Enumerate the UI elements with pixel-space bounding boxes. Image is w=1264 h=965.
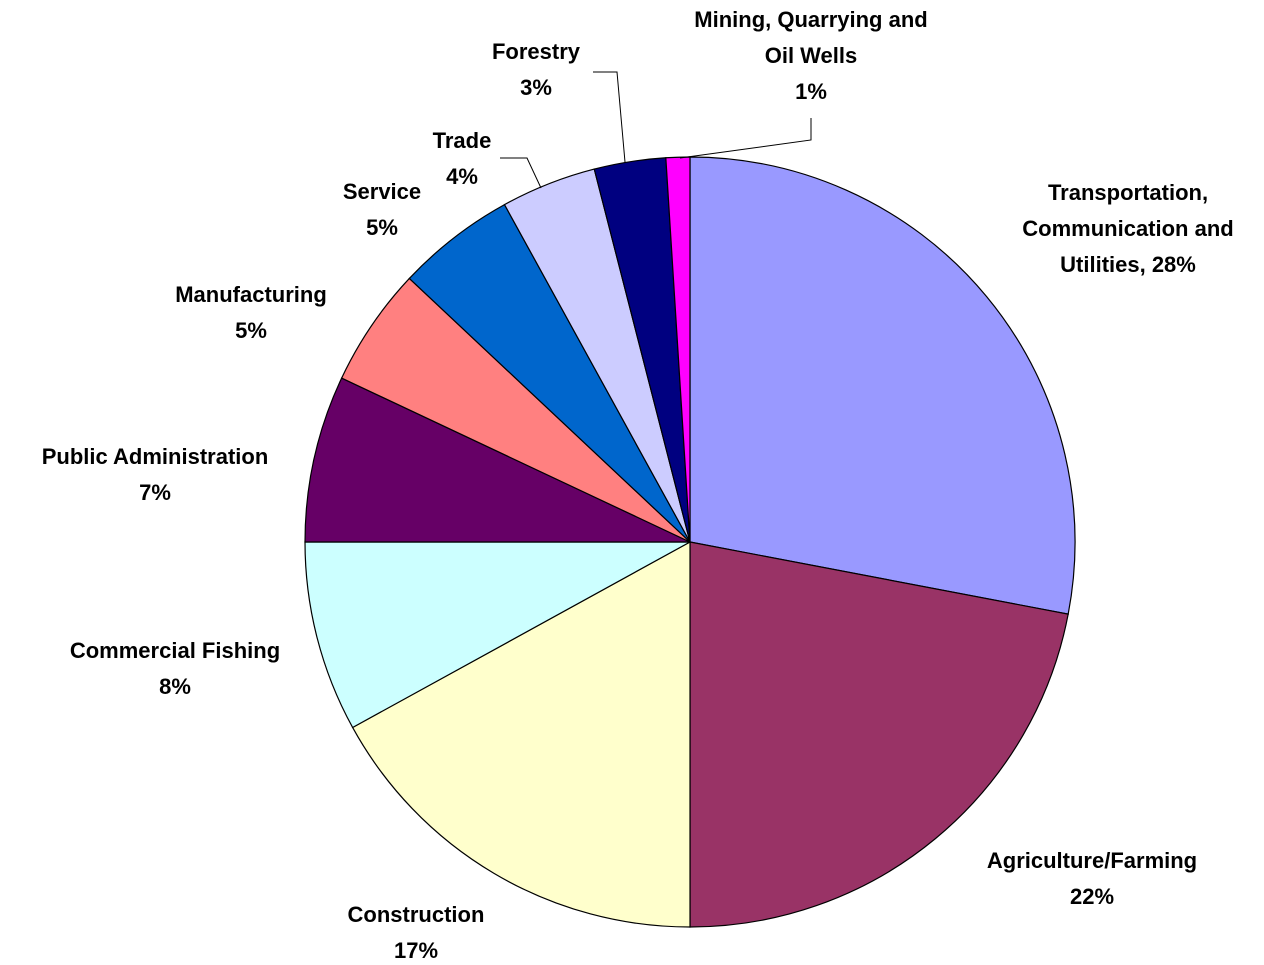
data-label: Transportation, Communication and Utilitie…: [1022, 180, 1233, 277]
pie-slice: [689, 541, 1069, 928]
pie-slice: [351, 540, 691, 928]
leader-line: [593, 71, 626, 163]
pie-slice: [304, 377, 691, 543]
data-label: Mining, Quarrying and Oil Wells 1%: [694, 7, 927, 104]
data-label: Commercial Fishing 8%: [70, 638, 280, 699]
data-label: Forestry 3%: [492, 39, 581, 100]
leader-line: [500, 157, 542, 189]
data-label: Manufacturing 5%: [175, 282, 327, 343]
data-label: Public Administration 7%: [42, 444, 269, 505]
data-label: Trade 4%: [433, 128, 492, 189]
data-label: Agriculture/Farming 22%: [987, 848, 1197, 909]
pie-slice: [689, 156, 1076, 615]
pie-slice: [304, 541, 691, 729]
leader-line: [679, 118, 812, 159]
data-label: Service 5%: [343, 179, 421, 240]
data-label: Construction 17%: [348, 902, 485, 963]
